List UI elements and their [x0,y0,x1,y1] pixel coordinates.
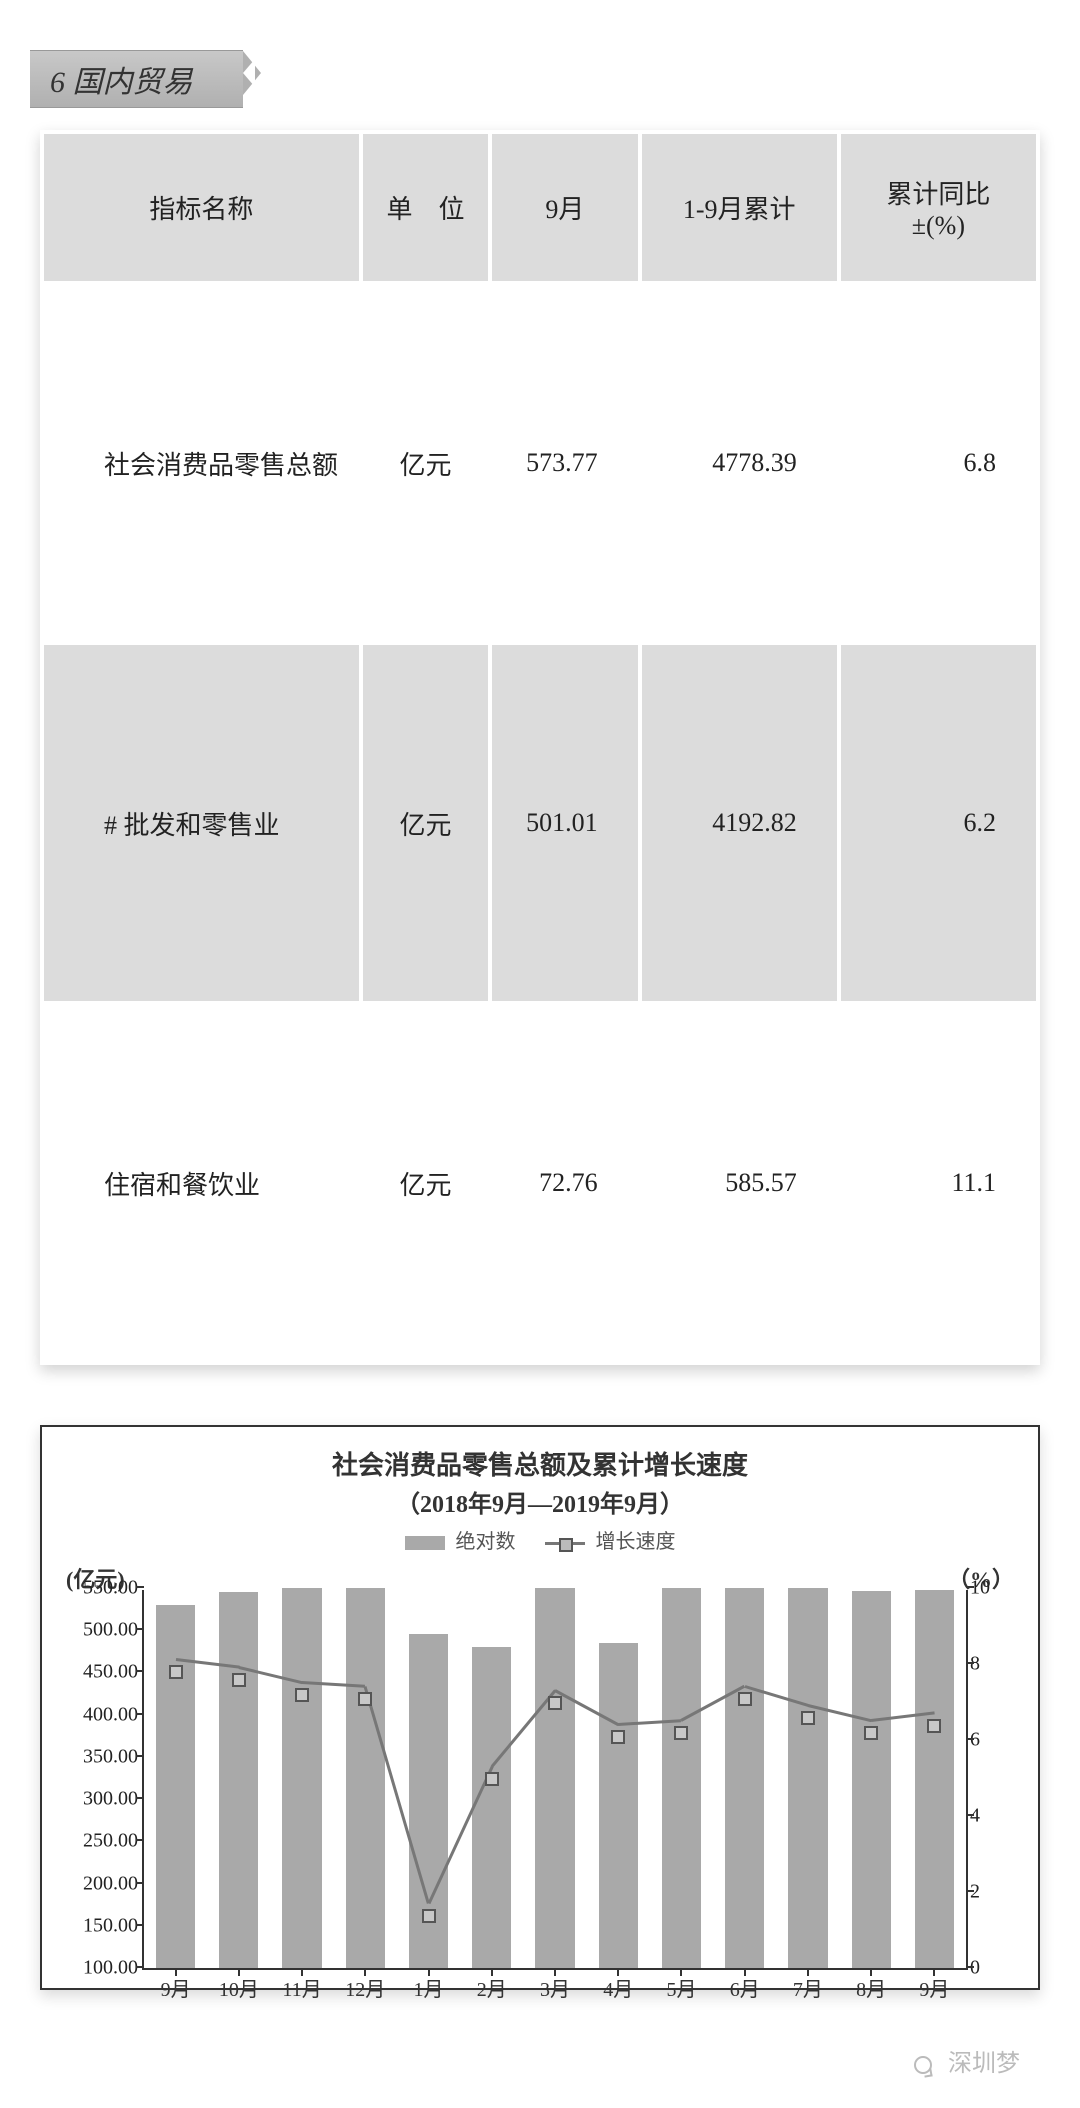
chart-bar [599,1643,638,1968]
chart-bar [282,1588,321,1968]
x-tick: 3月 [540,1973,570,2002]
cell-month: 72.76 [490,1003,639,1363]
x-tick: 12月 [345,1973,385,2002]
table-row: 社会消费品零售总额亿元573.774778.396.8 [42,283,1038,643]
y-right-tick: 8 [970,1653,1004,1676]
y-left-tick: 200.00 [70,1872,138,1895]
chart-marker [611,1730,625,1744]
section-ribbon: 6 国内贸易 [30,50,243,108]
y-right-tick: 10 [970,1577,1004,1600]
y-left-tick: 100.00 [70,1957,138,1980]
legend-line-swatch [545,1542,585,1545]
legend-line-label: 增长速度 [596,1531,676,1553]
chart-title: 社会消费品零售总额及累计增长速度 [62,1445,1018,1482]
cell-pct: 6.8 [839,283,1038,643]
chart-marker [674,1726,688,1740]
chart-bar [535,1588,574,1968]
chart-bar [472,1647,511,1968]
chart-plot-area: 100.00150.00200.00250.00300.00350.00400.… [142,1590,968,1970]
th-name: 指标名称 [42,132,361,283]
chart-bar [788,1588,827,1968]
table-row: 住宿和餐饮业亿元72.76585.5711.1 [42,1003,1038,1363]
legend-bar-label: 绝对数 [456,1531,516,1553]
cell-cum: 4778.39 [640,283,839,643]
cell-unit: 亿元 [361,1003,490,1363]
cell-unit: 亿元 [361,643,490,1003]
y-right-tick: 0 [970,1957,1004,1980]
y-left-tick: 550.00 [70,1577,138,1600]
chart-bar [915,1590,954,1968]
y-right-tick: 4 [970,1805,1004,1828]
cell-pct: 11.1 [839,1003,1038,1363]
chart-marker [485,1772,499,1786]
y-left-tick: 300.00 [70,1788,138,1811]
chart-marker [358,1692,372,1706]
th-pct: 累计同比 ±(%) [839,132,1038,283]
chart-marker [422,1909,436,1923]
chart-bar [346,1588,385,1968]
x-tick: 6月 [730,1973,760,2002]
footer-text: 深圳梦 [948,2051,1020,2077]
retail-chart: 社会消费品零售总额及累计增长速度 （2018年9月—2019年9月） 绝对数 增… [40,1425,1040,1990]
legend-bar-swatch [405,1536,445,1550]
y-left-tick: 250.00 [70,1830,138,1853]
chart-marker [738,1692,752,1706]
chart-marker [232,1673,246,1687]
wechat-icon [914,2056,932,2074]
chart-marker [864,1726,878,1740]
chart-marker [548,1696,562,1710]
chart-marker [801,1711,815,1725]
chart-bar [662,1588,701,1968]
chart-bar [725,1588,764,1968]
cell-name: 住宿和餐饮业 [42,1003,361,1363]
chart-marker [927,1719,941,1733]
trade-table: 指标名称 单 位 9月 1-9月累计 累计同比 ±(%) 社会消费品零售总额亿元… [40,130,1040,1365]
chart-marker [169,1665,183,1679]
x-tick: 11月 [282,1973,321,2002]
table-header-row: 指标名称 单 位 9月 1-9月累计 累计同比 ±(%) [42,132,1038,283]
section-header: 6 国内贸易 [30,50,1080,100]
x-tick: 9月 [919,1973,949,2002]
cell-name: # 批发和零售业 [42,643,361,1003]
th-cum: 1-9月累计 [640,132,839,283]
section-number: 6 [50,66,65,99]
y-right-tick: 6 [970,1729,1004,1752]
cell-unit: 亿元 [361,283,490,643]
x-tick: 7月 [793,1973,823,2002]
cell-name: 社会消费品零售总额 [42,283,361,643]
cell-cum: 585.57 [640,1003,839,1363]
section-title: 国内贸易 [73,66,193,99]
chart-marker [295,1688,309,1702]
y-left-tick: 400.00 [70,1703,138,1726]
cell-pct: 6.2 [839,643,1038,1003]
y-left-tick: 500.00 [70,1619,138,1642]
x-tick: 4月 [603,1973,633,2002]
x-tick: 2月 [477,1973,507,2002]
x-tick: 5月 [666,1973,696,2002]
x-tick: 10月 [219,1973,259,2002]
y-left-tick: 350.00 [70,1745,138,1768]
y-left-tick: 450.00 [70,1661,138,1684]
chart-legend: 绝对数 增长速度 [62,1525,1018,1554]
y-right-tick: 2 [970,1881,1004,1904]
cell-cum: 4192.82 [640,643,839,1003]
cell-month: 573.77 [490,283,639,643]
footer-source: 深圳梦 [914,2043,1020,2078]
cell-month: 501.01 [490,643,639,1003]
chart-bar [852,1591,891,1968]
th-unit: 单 位 [361,132,490,283]
th-month: 9月 [490,132,639,283]
chart-subtitle: （2018年9月—2019年9月） [62,1484,1018,1519]
x-tick: 9月 [161,1973,191,2002]
x-tick: 1月 [414,1973,444,2002]
chart-bar [219,1592,258,1968]
y-left-tick: 150.00 [70,1914,138,1937]
axis-labels: (亿元) （%） [62,1562,1018,1586]
table-row: # 批发和零售业亿元501.014192.826.2 [42,643,1038,1003]
x-tick: 8月 [856,1973,886,2002]
